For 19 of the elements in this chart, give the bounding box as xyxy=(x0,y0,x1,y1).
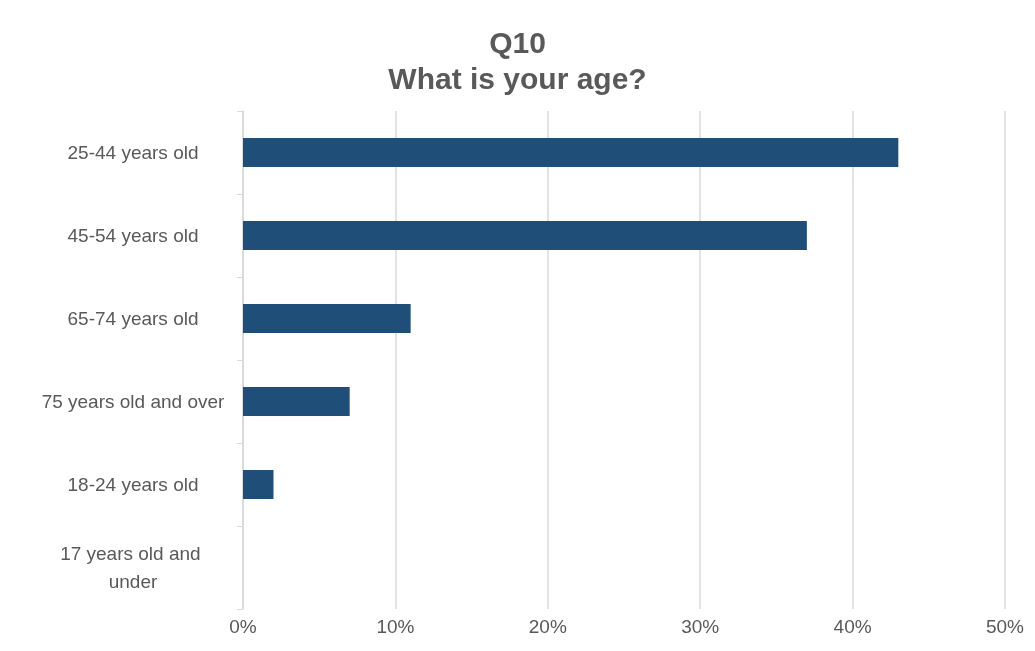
chart-subtitle: What is your age? xyxy=(388,61,647,95)
x-tick-label: 10% xyxy=(376,616,415,637)
bar xyxy=(243,221,807,250)
y-tick-label: 45-54 years old xyxy=(67,225,199,246)
y-tick-label: 25-44 years old xyxy=(67,142,199,163)
y-tick-label: 65-74 years old xyxy=(67,308,199,329)
y-tick-label: 17 years old and under xyxy=(60,543,206,592)
bar xyxy=(243,138,899,167)
bar xyxy=(243,304,411,333)
bar xyxy=(243,387,350,416)
y-tick-label: 18-24 years old xyxy=(67,474,199,495)
chart-title: Q10 xyxy=(489,25,546,59)
bar xyxy=(243,470,274,499)
x-tick-label: 20% xyxy=(528,616,567,637)
y-tick-label: 75 years old and over xyxy=(41,391,226,412)
x-tick-label: 40% xyxy=(833,616,872,637)
x-tick-label: 30% xyxy=(681,616,720,637)
x-tick-label: 0% xyxy=(229,616,257,637)
x-tick-label: 50% xyxy=(985,616,1025,637)
